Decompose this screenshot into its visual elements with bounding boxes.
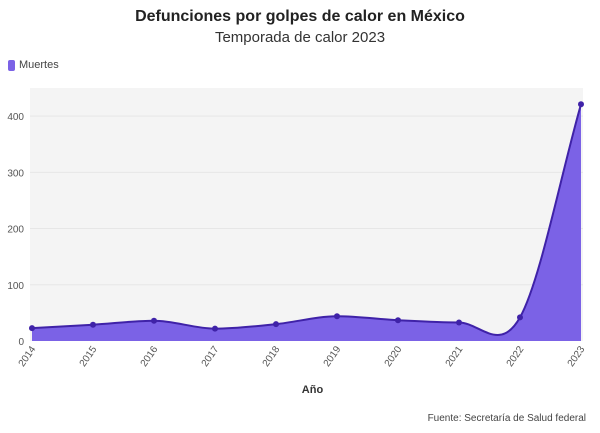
x-tick-label: 2020 [383,344,405,369]
chart-title: Defunciones por golpes de calor en Méxic… [135,8,465,25]
x-tick-label: 2022 [505,344,527,369]
source-note: Fuente: Secretaría de Salud federal [427,413,586,424]
x-tick-label: 2021 [444,344,466,369]
data-point-2014 [29,325,35,332]
y-tick-label: 100 [7,281,24,292]
x-tick-label: 2023 [566,344,588,369]
x-axis-title: Año [302,384,324,396]
x-tick-label: 2019 [322,344,344,369]
y-tick-label: 200 [7,225,24,236]
x-tick-label: 2017 [200,344,222,369]
x-tick-label: 2018 [261,344,283,369]
data-point-2021 [456,319,462,326]
chart-subtitle: Temporada de calor 2023 [214,29,386,46]
data-point-2018 [273,321,279,328]
data-point-2015 [90,321,96,328]
legend[interactable]: Muertes [8,59,59,71]
legend-label: Muertes [19,59,59,71]
data-point-2023 [578,101,584,108]
x-tick-label: 2015 [78,344,100,369]
x-tick-label: 2016 [139,344,161,369]
data-point-2016 [151,317,157,324]
legend-swatch [8,59,15,71]
y-tick-label: 300 [7,168,24,179]
y-tick-label: 0 [18,337,24,348]
data-point-2020 [395,317,401,324]
series-area [32,104,581,341]
plot-background [30,88,583,341]
data-point-2019 [334,313,340,320]
data-point-2017 [212,325,218,332]
data-point-2022 [517,314,523,321]
y-tick-label: 400 [7,112,24,123]
